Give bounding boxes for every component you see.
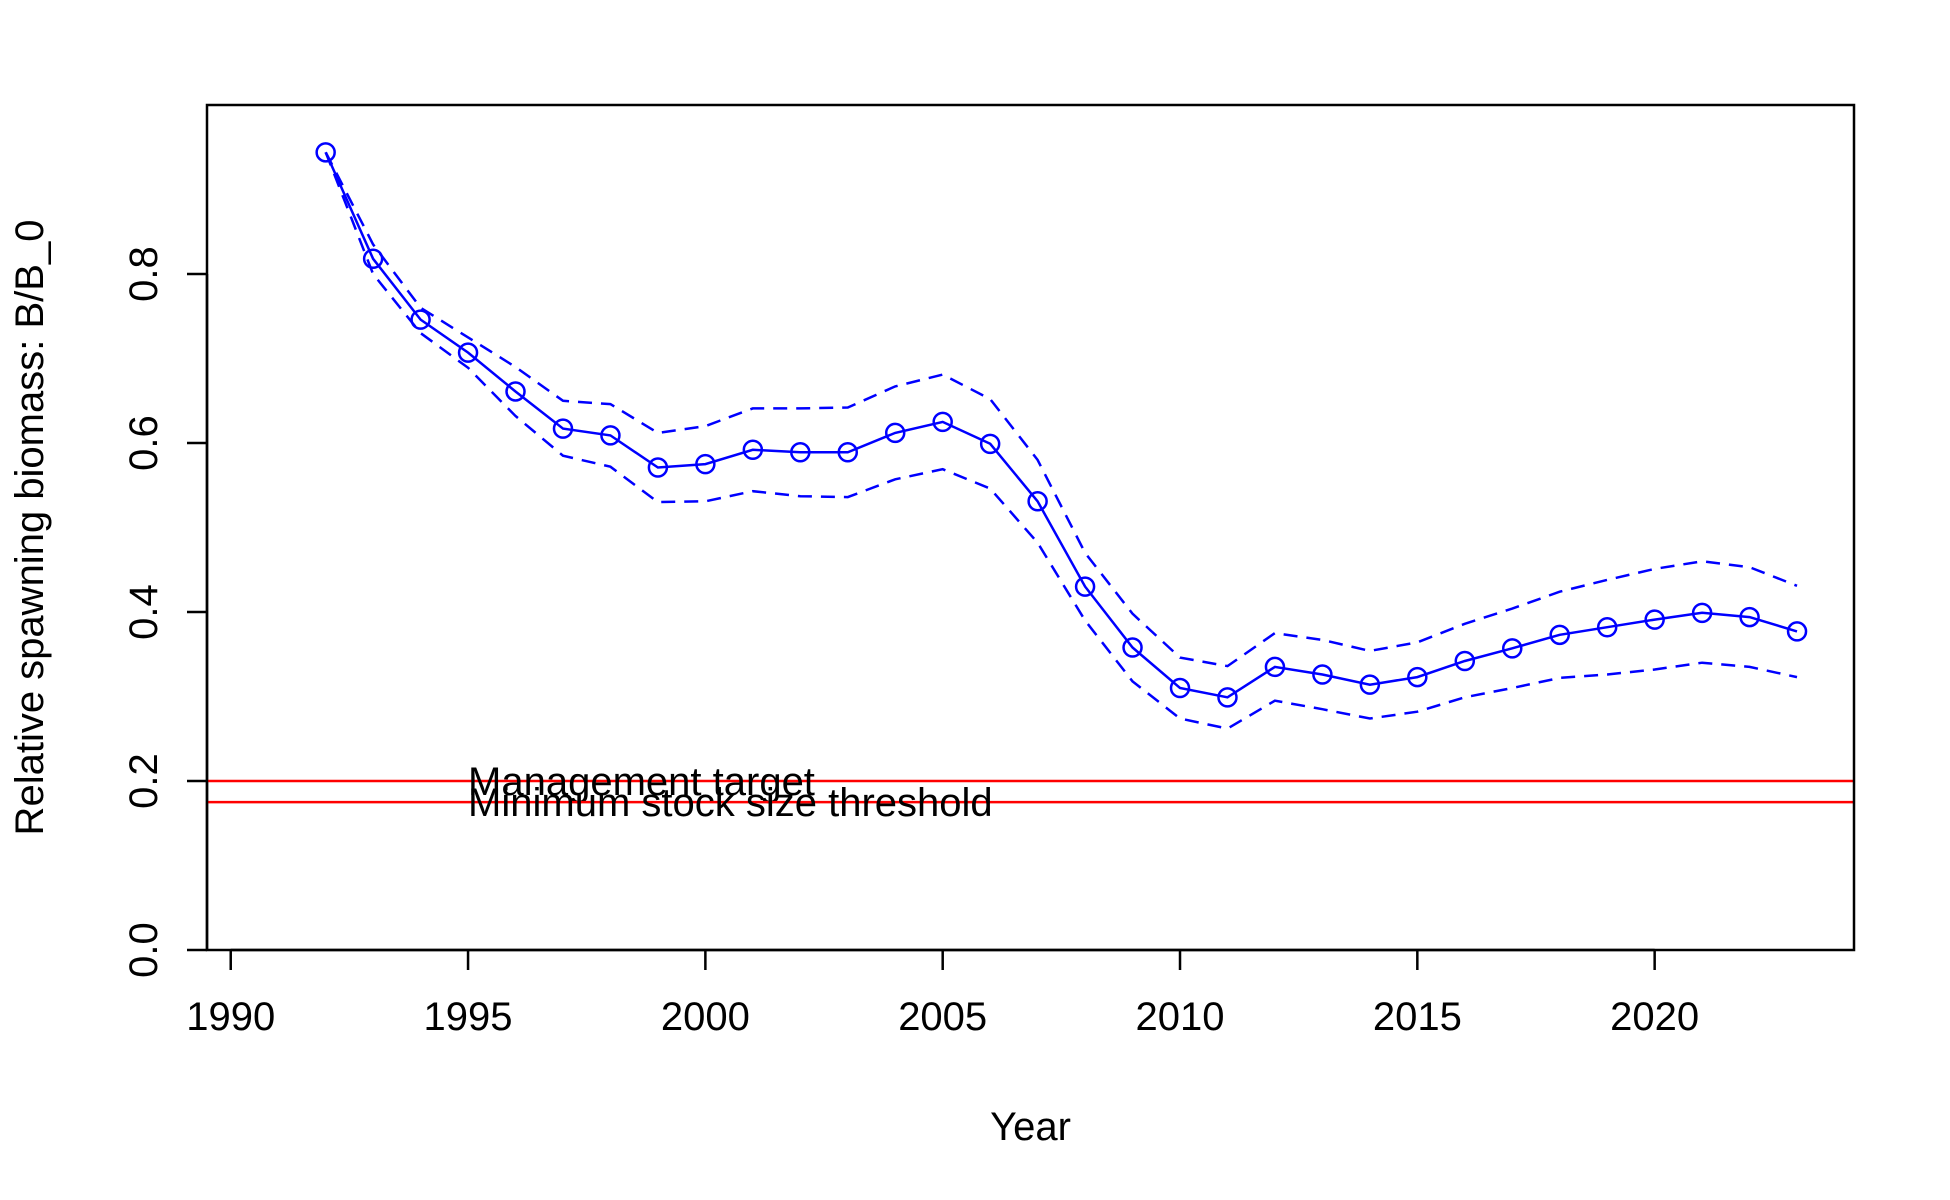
data-point — [1786, 621, 1808, 642]
data-point — [552, 418, 574, 439]
y-axis: 0.0 0.2 0.4 0.6 0.8 — [122, 246, 209, 978]
data-series — [315, 142, 1808, 730]
data-point — [600, 425, 621, 446]
data-point — [1264, 656, 1286, 678]
data-point — [315, 142, 336, 163]
data-point — [1502, 638, 1523, 659]
y-tick-label: 0.6 — [122, 415, 166, 471]
data-point — [1596, 616, 1618, 638]
data-point — [884, 422, 906, 444]
data-point — [742, 439, 764, 461]
y-axis-title: Relative spawning biomass: B/B_0 — [8, 220, 52, 836]
reference-line-label: Management target — [468, 760, 815, 804]
data-point — [979, 433, 1001, 455]
y-tick-label: 0.0 — [122, 922, 166, 978]
data-point — [1169, 677, 1191, 699]
x-tick-label: 1990 — [186, 995, 275, 1039]
x-tick-label: 2005 — [898, 995, 987, 1039]
data-point — [790, 442, 811, 463]
data-point — [1454, 650, 1476, 672]
x-tick-label: 2020 — [1610, 995, 1699, 1039]
data-point — [1644, 609, 1665, 630]
x-tick-label: 2010 — [1136, 995, 1225, 1039]
y-tick-label: 0.2 — [122, 753, 166, 809]
data-point — [1312, 664, 1333, 685]
x-axis: 1990 1995 2000 2005 2010 2015 2020 — [186, 948, 1699, 1039]
data-point — [695, 453, 716, 475]
estimate-line — [324, 151, 1798, 699]
data-point — [1739, 606, 1760, 628]
x-tick-label: 2000 — [661, 995, 750, 1039]
x-tick-label: 1995 — [424, 995, 513, 1039]
data-point — [1407, 666, 1428, 688]
lower-interval-line — [324, 151, 1798, 730]
data-point — [647, 457, 669, 478]
upper-interval-line — [324, 151, 1798, 668]
data-point — [837, 442, 859, 463]
data-point — [1074, 576, 1096, 597]
reference-line-label: Minimum stock size threshold — [468, 781, 993, 825]
y-tick-label: 0.8 — [122, 246, 166, 302]
data-point — [1691, 602, 1713, 624]
data-point — [457, 342, 479, 363]
data-point — [410, 309, 431, 330]
data-point — [932, 411, 953, 433]
x-axis-title: Year — [990, 1105, 1071, 1149]
data-point — [1027, 491, 1048, 512]
x-tick-label: 2015 — [1373, 995, 1462, 1039]
data-point — [1549, 624, 1570, 646]
data-point — [1217, 687, 1238, 708]
plot-frame — [205, 103, 1856, 952]
y-tick-label: 0.4 — [122, 584, 166, 640]
data-point — [362, 248, 384, 270]
data-point — [1122, 637, 1143, 658]
data-point — [1359, 674, 1381, 695]
data-point — [505, 381, 526, 402]
